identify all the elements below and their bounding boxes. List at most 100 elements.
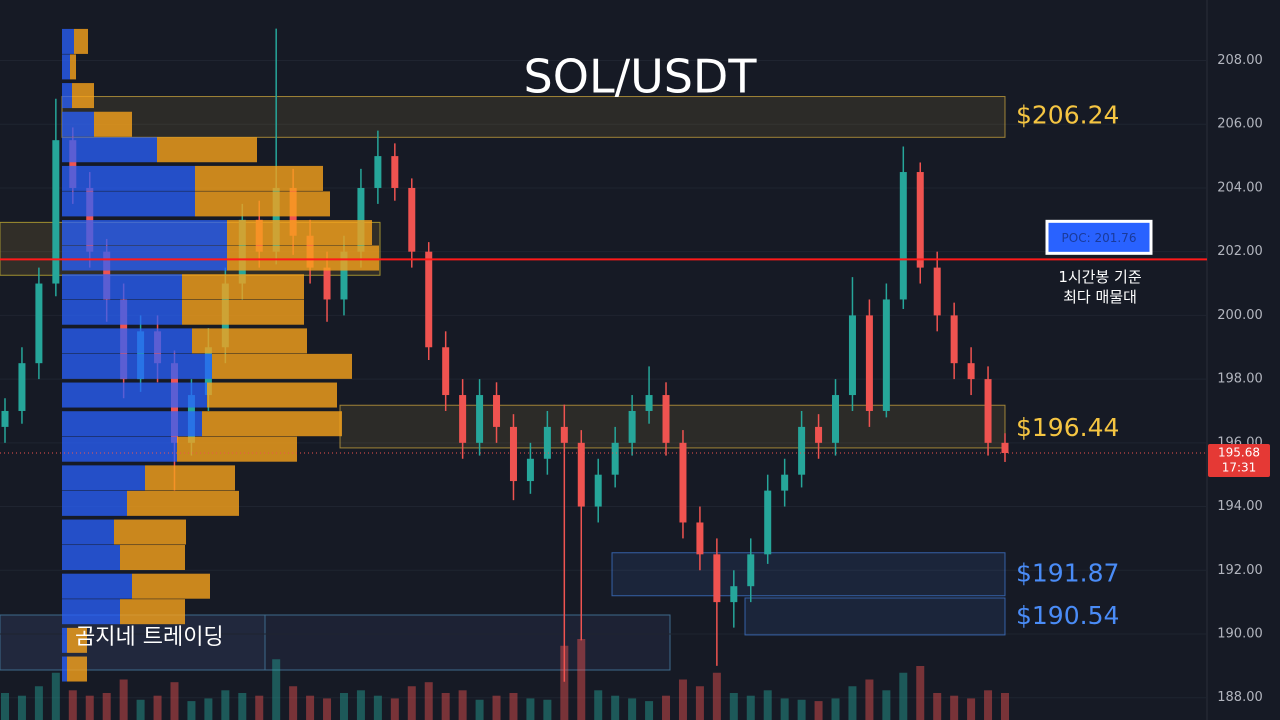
volume-bar	[797, 699, 806, 720]
profile-sell	[67, 656, 87, 682]
candle-body	[933, 267, 941, 316]
candle-body	[1, 410, 9, 427]
level-label: $206.24	[1016, 101, 1119, 130]
poc-note: 최다 매물대	[1063, 288, 1137, 306]
profile-sell	[202, 411, 342, 437]
level-label: $191.87	[1016, 558, 1119, 587]
profile-buy	[62, 573, 132, 599]
candle-body	[713, 554, 721, 603]
candle-body	[984, 379, 992, 443]
candle-body	[832, 395, 840, 443]
profile-sell	[195, 191, 330, 217]
watermark: 곰지네 트레이딩	[75, 625, 224, 650]
chart-title: SOL/USDT	[524, 50, 758, 104]
profile-sell	[120, 545, 185, 571]
candle-body	[52, 140, 60, 284]
volume-bar	[1001, 693, 1009, 720]
candle-body	[764, 490, 772, 555]
level-zone	[61, 96, 1006, 138]
volume-bar	[865, 679, 874, 720]
candle-body	[662, 395, 670, 443]
candle-body	[459, 395, 467, 443]
y-tick-label: 194.00	[1217, 499, 1263, 514]
candle-body	[798, 426, 806, 475]
volume-bar	[441, 693, 450, 720]
volume-bar	[221, 690, 230, 720]
candle-body	[645, 395, 653, 411]
volume-bar	[34, 686, 43, 720]
profile-sell	[207, 382, 337, 408]
volume-bar	[272, 659, 281, 720]
profile-buy	[62, 328, 192, 354]
profile-sell	[192, 328, 307, 354]
level-zone	[339, 404, 1006, 449]
profile-sell	[67, 627, 87, 653]
candle-body	[848, 315, 856, 396]
candle-body	[391, 156, 399, 188]
profile-sell	[145, 465, 235, 491]
y-tick-label: 188.00	[1217, 690, 1263, 705]
candle-body	[899, 172, 907, 300]
profile-sell	[195, 165, 323, 191]
volume-bar	[763, 690, 772, 720]
y-tick-label: 190.00	[1217, 626, 1263, 641]
poc-box	[1045, 219, 1153, 255]
volume-bar	[984, 690, 993, 720]
last-price-label: 195.68	[1218, 446, 1260, 460]
candle-body	[442, 347, 450, 396]
candle-body	[560, 426, 568, 443]
volume-bar	[526, 698, 535, 720]
volume-bar	[238, 693, 247, 720]
profile-sell	[227, 245, 379, 271]
candle-body	[696, 522, 704, 555]
profile-sell	[94, 111, 132, 137]
volume-bar	[51, 672, 60, 720]
profile-sell	[127, 490, 239, 516]
profile-sell	[120, 599, 185, 625]
candle-body	[865, 315, 873, 411]
profile-buy	[62, 519, 114, 545]
volume-bar	[645, 701, 654, 720]
candle-body	[730, 586, 738, 603]
volume-bar	[611, 695, 620, 720]
candle-body	[594, 474, 602, 507]
volume-bar	[543, 699, 552, 720]
profile-buy	[62, 137, 157, 163]
candle-body	[272, 187, 280, 252]
volume-bar	[712, 672, 721, 720]
poc-note: 1시간봉 기준	[1058, 268, 1142, 286]
profile-buy	[62, 656, 67, 682]
profile-sell	[132, 573, 210, 599]
volume-bar	[780, 698, 789, 720]
candle-body	[628, 410, 636, 443]
profile-buy	[62, 165, 195, 191]
volume-bar	[407, 686, 416, 720]
candle-body	[69, 140, 77, 188]
candle-body	[374, 156, 382, 188]
y-tick-label: 208.00	[1217, 53, 1263, 68]
profile-buy	[62, 220, 227, 246]
volume-bar	[187, 701, 196, 720]
profile-sell	[74, 28, 88, 54]
profile-buy	[62, 411, 202, 437]
profile-buy	[62, 545, 120, 571]
volume-bar	[68, 690, 77, 720]
volume-bar	[306, 695, 315, 720]
overlay-layer: 188.00190.00192.00194.00196.00198.00200.…	[0, 28, 1270, 705]
volume-bar	[373, 695, 382, 720]
profile-sell	[70, 54, 76, 80]
volume-bar	[678, 679, 687, 720]
volume-bar	[390, 698, 399, 720]
volume-bar	[933, 693, 942, 720]
volume-bar	[577, 639, 586, 720]
candle-body	[950, 315, 958, 364]
level-label: $196.44	[1016, 413, 1119, 442]
profile-sell	[212, 353, 352, 379]
profile-sell	[114, 519, 186, 545]
candle-body	[357, 187, 365, 252]
volume-bar	[85, 695, 94, 720]
profile-buy	[62, 599, 120, 625]
volume-bar	[153, 695, 162, 720]
profile-buy	[62, 83, 72, 109]
